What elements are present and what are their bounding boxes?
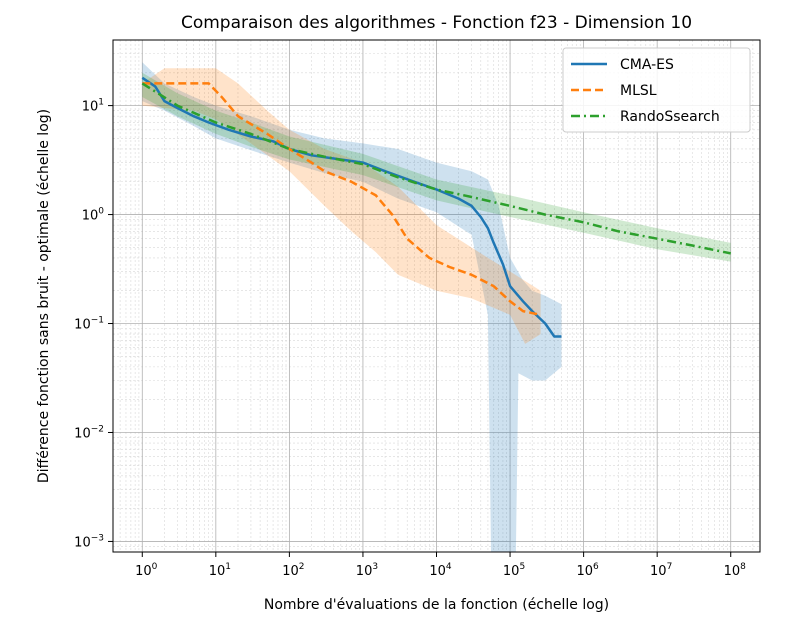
mlsl-band [142,68,541,344]
randossearch-band [142,72,731,262]
y-tick-label: 10−3 [74,533,104,550]
legend-box [562,47,751,133]
x-axis-ticks: 100 101 102 103 104 105 106 107 108 [135,552,746,579]
x-tick-label: 107 [650,562,672,579]
mlsl-line [142,82,541,317]
y-tick-label: 10−1 [74,316,104,333]
x-tick-label: 108 [724,562,747,579]
legend: CMA-ES MLSL RandoSsearch [562,47,751,133]
y-tick-label: 100 [82,207,105,224]
x-tick-label: 106 [576,562,599,579]
x-tick-label: 105 [503,562,525,579]
y-tick-label: 101 [82,98,104,115]
cma-es-line [141,76,562,338]
randossearch-line [141,82,731,255]
legend-label: CMA-ES [620,57,674,73]
y-axis-ticks: 101 100 10−1 10−2 10−3 [74,98,113,550]
confidence-bands [142,62,731,552]
x-axis-title: Nombre d'évaluations de la fonction (éch… [264,597,609,613]
x-tick-label: 102 [282,562,304,579]
legend-label: MLSL [620,83,657,99]
x-tick-label: 101 [209,562,231,579]
x-tick-label: 100 [135,562,158,579]
x-tick-label: 103 [356,562,378,579]
y-axis-title: Différence fonction sans bruit - optimal… [36,109,52,483]
x-tick-label: 104 [429,562,452,579]
cma-es-band [142,62,562,552]
legend-label: RandoSsearch [620,109,720,125]
y-tick-label: 10−2 [74,424,104,441]
chart-title: Comparaison des algorithmes - Fonction f… [181,13,692,33]
series-lines [141,76,731,338]
